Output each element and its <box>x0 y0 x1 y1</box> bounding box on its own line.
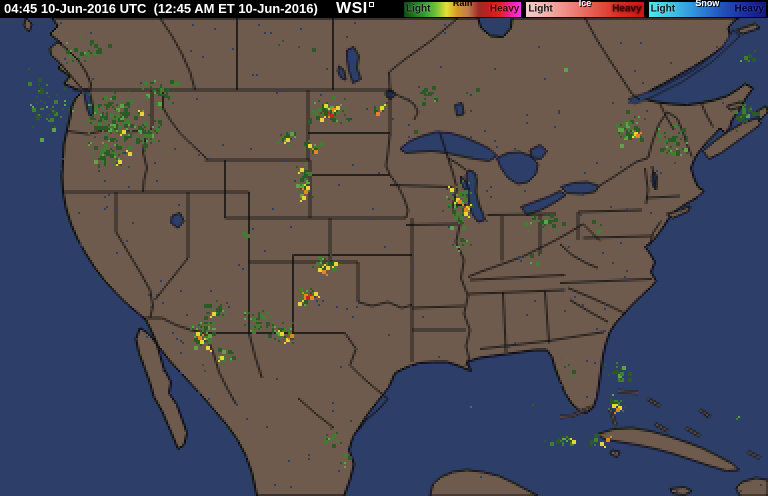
radar-map <box>0 18 768 496</box>
legend-snow: Snow Light Heavy <box>648 0 766 18</box>
ice-heavy-label: Heavy <box>612 3 642 15</box>
precip-legend: Rain Light Heavy Ice Light Heavy Snow Li… <box>404 0 766 18</box>
rain-light-label: Light <box>406 3 431 15</box>
top-status-bar: 04:45 10-Jun-2016 UTC (12:45 AM ET 10-Ju… <box>0 0 768 18</box>
snow-gradient-bar <box>648 2 766 17</box>
rain-label: Rain <box>452 0 473 8</box>
snow-light-label: Light <box>650 3 676 15</box>
snow-label: Snow <box>695 0 720 8</box>
legend-ice: Ice Light Heavy <box>526 0 644 18</box>
rain-heavy-label: Heavy <box>489 3 520 15</box>
ice-label: Ice <box>578 0 592 8</box>
snow-heavy-label: Heavy <box>734 3 764 15</box>
ice-gradient-bar <box>526 2 644 17</box>
legend-rain: Rain Light Heavy <box>404 0 522 18</box>
wsi-logo: WSI <box>336 0 374 18</box>
rain-gradient-bar <box>404 2 522 17</box>
ice-light-label: Light <box>528 3 553 15</box>
wsi-logo-text: WSI <box>336 0 368 17</box>
wsi-logo-mark-icon <box>368 2 374 7</box>
timestamp-text: 04:45 10-Jun-2016 UTC (12:45 AM ET 10-Ju… <box>4 1 318 16</box>
